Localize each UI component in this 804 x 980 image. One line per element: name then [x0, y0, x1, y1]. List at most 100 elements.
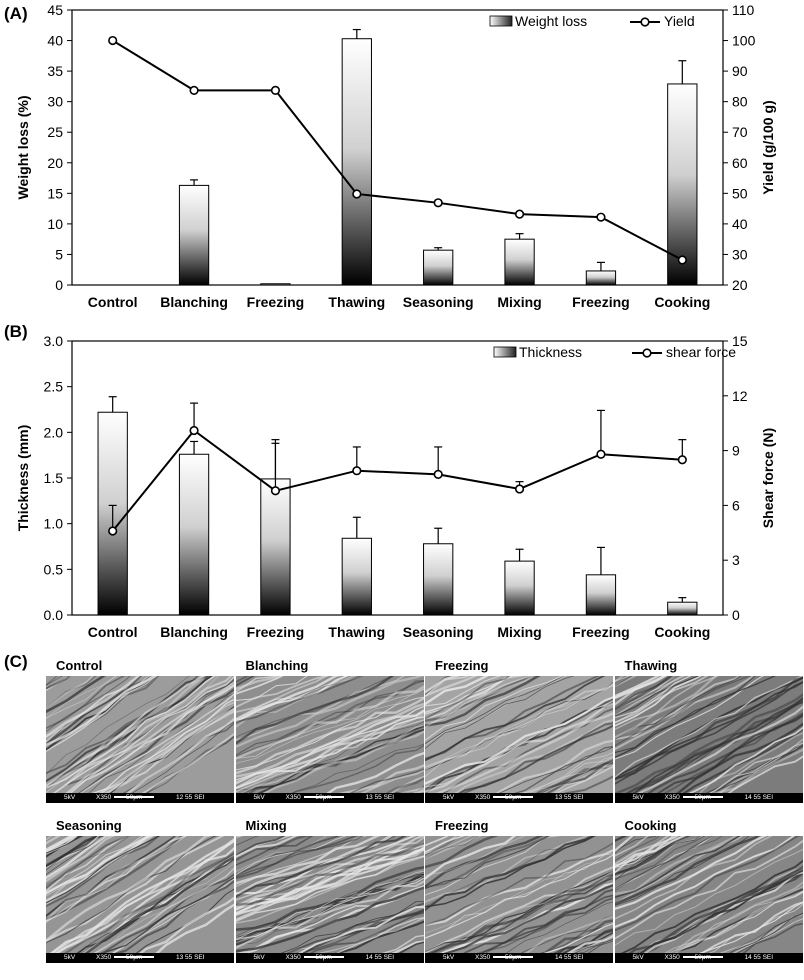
sem-info-bar: 5kVX35050μm13 55 SEI	[46, 953, 234, 963]
sem-info-text: X350	[475, 954, 491, 961]
series-line	[111, 429, 683, 532]
sem-texture	[46, 836, 234, 962]
bar	[260, 283, 291, 286]
legend-bar-label: Thickness	[519, 344, 582, 360]
line-point	[677, 255, 687, 265]
x-tick-label: Mixing	[497, 294, 541, 310]
x-tick-label: Blanching	[160, 624, 228, 640]
legend-line-marker	[642, 348, 652, 358]
scale-bar	[114, 796, 154, 798]
sem-info-text: 5kV	[253, 954, 265, 961]
sem-info-text: X350	[475, 794, 491, 801]
sem-image-title: Control	[56, 658, 103, 673]
bar	[178, 453, 210, 616]
y-tick-label: 1.5	[44, 470, 64, 486]
scale-bar	[303, 956, 344, 958]
sem-image-title: Seasoning	[56, 818, 122, 833]
sem-info-bar: 5kVX35050μm13 55 SEI	[425, 793, 613, 803]
bar	[585, 574, 617, 616]
sem-info-text: X350	[285, 954, 301, 961]
sem-image-panel: Control 5kVX35050μm12 55 SEI	[46, 658, 234, 820]
legend-line-label: Yield	[664, 13, 695, 29]
plot-frame	[71, 340, 724, 616]
x-tick-label: Seasoning	[403, 294, 474, 310]
y-tick-label: 30	[47, 94, 63, 110]
chart-a: 0 5 10 15 20 25 30 35 40 45 20 30 40 50 60 70 80 90 100 110…	[15, 2, 776, 310]
sem-info-text: 13 55 SEI	[365, 794, 395, 801]
sem-info-text: 14 55 SEI	[744, 794, 774, 801]
sem-texture	[46, 676, 234, 802]
y-tick-label: 25	[47, 124, 63, 140]
x-tick-label: Blanching	[160, 294, 228, 310]
y2-tick-label: 30	[732, 246, 748, 262]
bar	[178, 184, 210, 286]
sem-image-panel: Freezing5kVX35050μm13 55 SEI	[425, 658, 613, 820]
y-tick-label: 3.0	[44, 333, 64, 349]
bar	[423, 543, 454, 616]
sem-micrograph	[46, 836, 234, 962]
bar	[423, 249, 454, 286]
y-axis-label: Weight loss (%)	[15, 96, 31, 200]
line-point	[433, 198, 443, 208]
line-point	[596, 212, 606, 222]
bar	[667, 83, 698, 286]
sem-info-text: 5kV	[443, 794, 455, 801]
y-tick-label: 35	[47, 63, 63, 79]
scale-bar	[303, 796, 344, 798]
sem-image-panel: Cooking 5kVX35050μm14 55 SEI	[614, 818, 803, 980]
scale-bar	[682, 796, 723, 798]
sem-image-title: Freezing	[435, 658, 489, 673]
sem-info-text: 5kV	[443, 954, 455, 961]
sem-image-panel: Blanching5kVX35050μm13 55 SEI	[235, 658, 424, 820]
sem-info-text: 14 55 SEI	[365, 954, 395, 961]
y2-tick-label: 100	[732, 33, 756, 49]
y2-tick-label: 80	[732, 94, 748, 110]
sem-info-bar: 5kVX35050μm14 55 SEI	[235, 953, 424, 963]
sem-info-bar: 5kVX35050μm12 55 SEI	[46, 793, 234, 803]
sem-info-text: X350	[664, 794, 680, 801]
y2-tick-label: 12	[732, 388, 748, 404]
panel-label-a: (A)	[4, 4, 28, 23]
y-tick-label: 20	[47, 155, 63, 171]
sem-info-bar: 5kVX35050μm14 55 SEI	[614, 793, 803, 803]
sem-image-panel: Mixing5kVX35050μm14 55 SEI	[235, 818, 424, 980]
sem-info-bar: 5kVX35050μm14 55 SEI	[614, 953, 803, 963]
line-point	[270, 85, 281, 95]
y2-axis-label: Yield (g/100 g)	[760, 100, 776, 194]
y2-tick-label: 20	[732, 277, 748, 293]
y2-tick-label: 6	[732, 497, 740, 513]
line-point	[514, 209, 525, 219]
y-tick-label: 2.0	[44, 424, 64, 440]
line-point	[514, 484, 525, 494]
x-tick-label: Mixing	[497, 624, 541, 640]
sem-micrograph	[614, 676, 803, 802]
bar	[341, 38, 372, 286]
line-point	[352, 466, 362, 476]
bar	[260, 478, 291, 616]
sem-micrograph	[614, 836, 803, 962]
sem-image-title: Thawing	[624, 658, 678, 673]
y2-tick-label: 60	[732, 155, 748, 171]
sem-image-title: Mixing	[245, 818, 287, 833]
y2-axis-label: Shear force (N)	[760, 428, 776, 528]
y-tick-label: 1.0	[44, 516, 64, 532]
sem-image-panel: Seasoning 5kVX35050μm13 55 SEI	[46, 818, 234, 980]
sem-info-text: 5kV	[632, 794, 644, 801]
y2-tick-label: 50	[732, 185, 748, 201]
line-point	[352, 189, 362, 199]
panel-label-b: (B)	[4, 322, 28, 341]
sem-info-text: 5kV	[64, 794, 76, 801]
y-tick-label: 0.0	[44, 607, 64, 623]
line-point	[596, 449, 606, 459]
legend-bar-label: Weight loss	[515, 13, 587, 29]
y-tick-label: 2.5	[44, 379, 64, 395]
sem-info-text: 12 55 SEI	[176, 794, 205, 801]
bar	[504, 238, 535, 286]
x-tick-label: Freezing	[247, 294, 305, 310]
line-point	[108, 35, 118, 46]
sem-image-title: Cooking	[624, 818, 677, 833]
y-tick-label: 10	[47, 216, 63, 232]
x-tick-label: Control	[88, 624, 138, 640]
sem-image-panel: Thawing5kVX35050μm14 55 SEI	[614, 658, 803, 820]
sem-micrograph	[46, 676, 234, 802]
